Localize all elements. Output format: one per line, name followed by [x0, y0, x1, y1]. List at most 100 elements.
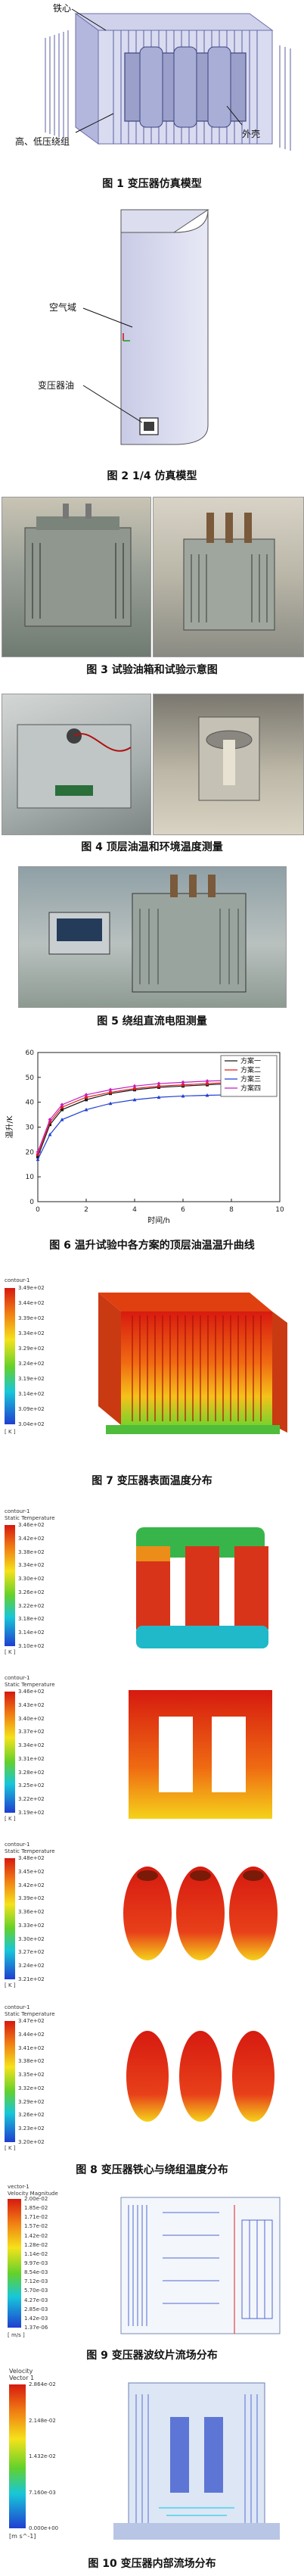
y-axis-label: 温升/K — [5, 1115, 14, 1138]
fig8-colorbar-0-tick-9: 3.10e+02 — [18, 1643, 45, 1649]
fig8-colorbar-3-tick-4: 3.35e+02 — [18, 2072, 45, 2078]
fig8-colorbar-unit-3: [ K ] — [5, 2145, 16, 2151]
fig7-colorbar-tick-4: 3.29e+02 — [18, 1346, 45, 1352]
fig8-colorbar-0-tick-6: 3.22e+02 — [18, 1603, 45, 1609]
fig7-colorbar-tick-6: 3.19e+02 — [18, 1376, 45, 1382]
fig7-colorbar-tick-5: 3.24e+02 — [18, 1361, 45, 1367]
fig8-colorbar-title-2: contour-1 Static Temperature — [5, 1842, 55, 1855]
y-tick-label-3: 30 — [26, 1124, 35, 1132]
fig8-colorbar-2-tick-3: 3.39e+02 — [18, 1895, 45, 1901]
figure-9-caption: 图 9 变压器波纹片流场分布 — [0, 2347, 304, 2362]
fig9-colorbar — [8, 2199, 21, 2328]
x-tick-label-4: 8 — [229, 1206, 234, 1214]
fig7-colorbar-tick-8: 3.09e+02 — [18, 1406, 45, 1412]
corrugated-fin-flow-field — [106, 2190, 295, 2341]
fig9-colorbar-tick-11: 4.27e-03 — [24, 2297, 48, 2303]
x-tick-label-2: 4 — [132, 1206, 137, 1214]
fig7-colorbar-tick-9: 3.04e+02 — [18, 1421, 45, 1427]
fig9-colorbar-tick-13: 1.42e-03 — [24, 2316, 48, 2322]
fig8-colorbar-0-tick-2: 3.38e+02 — [18, 1549, 45, 1555]
fig8-colorbar-1-tick-0: 3.46e+02 — [18, 1689, 45, 1695]
fig7-colorbar-tick-7: 3.14e+02 — [18, 1391, 45, 1397]
y-tick-label-2: 20 — [26, 1149, 35, 1156]
fig9-colorbar-tick-3: 1.57e-02 — [24, 2223, 48, 2229]
photo-dc-resistance-measurement — [18, 866, 287, 1008]
fig8-colorbar-0-tick-5: 3.26e+02 — [18, 1589, 45, 1595]
fig8-colorbar-0-tick-3: 3.34e+02 — [18, 1562, 45, 1568]
fig8-colorbar-title-1: contour-1 Static Temperature — [5, 1675, 55, 1689]
legend-label-4: 方案四 — [240, 1084, 261, 1093]
fig9-colorbar-tick-8: 8.54e-03 — [24, 2269, 48, 2275]
fig9-colorbar-tick-14: 1.37e-06 — [24, 2325, 48, 2331]
series-4-point-4 — [109, 1088, 113, 1092]
fig8-colorbar-2-tick-6: 3.30e+02 — [18, 1936, 45, 1942]
figure-5: 图 5 绕组直流电阻测量 — [0, 865, 304, 1039]
fig9-colorbar-tick-9: 7.12e-03 — [24, 2278, 48, 2284]
fig8-colorbar-2-tick-4: 3.36e+02 — [18, 1909, 45, 1915]
core-temperature-render-frame — [113, 1675, 287, 1826]
fig8-colorbar-1-tick-6: 3.28e+02 — [18, 1770, 45, 1776]
fig9-colorbar-tick-6: 1.14e-02 — [24, 2251, 48, 2257]
fig8-colorbar-1-tick-9: 3.19e+02 — [18, 1810, 45, 1816]
fig10-colorbar-tick-0: 2.864e-02 — [29, 2381, 56, 2387]
figure-9: vector-1 Velocity Magnitude 2.00e-02 1.85… — [0, 2182, 304, 2368]
fig10-colorbar — [9, 2384, 26, 2528]
fig8-colorbar-0-tick-1: 3.42e+02 — [18, 1536, 45, 1542]
fig7-colorbar-tick-3: 3.34e+02 — [18, 1330, 45, 1336]
label-core: 铁心 — [53, 2, 71, 14]
fig9-colorbar-tick-2: 1.71e-02 — [24, 2214, 48, 2220]
figure-3: 图 3 试验油箱和试验示意图 — [0, 494, 304, 691]
fig8-colorbar-1 — [5, 1692, 15, 1813]
series-4-point-5 — [133, 1084, 137, 1088]
fig8-colorbar-title-3: contour-1 Static Temperature — [5, 2004, 55, 2018]
fig9-colorbar-unit: [ m/s ] — [8, 2332, 25, 2338]
winding-temperature-render-b — [113, 2012, 287, 2141]
fig8-colorbar-2-tick-0: 3.48e+02 — [18, 1855, 45, 1861]
label-air-domain: 空气域 — [49, 301, 76, 313]
fig9-colorbar-tick-5: 1.28e-02 — [24, 2242, 48, 2248]
series-4-point-6 — [157, 1081, 161, 1085]
fig8-colorbar-unit-2: [ K ] — [5, 1982, 16, 1988]
fig8-colorbar-3-tick-0: 3.47e+02 — [18, 2018, 45, 2024]
figure-4-caption: 图 4 顶层油温和环境温度测量 — [0, 839, 304, 854]
figure-5-caption: 图 5 绕组直流电阻测量 — [0, 1013, 304, 1028]
fig8-colorbar-2-tick-1: 3.45e+02 — [18, 1869, 45, 1875]
series-4-point-3 — [85, 1093, 88, 1096]
fig9-colorbar-tick-0: 2.00e-02 — [24, 2196, 48, 2202]
fig8-colorbar-title-0: contour-1 Static Temperature — [5, 1508, 55, 1522]
fig8-colorbar-1-tick-4: 3.34e+02 — [18, 1742, 45, 1748]
quarter-model-illustration — [0, 198, 304, 456]
figure-7-caption: 图 7 变压器表面温度分布 — [0, 1473, 304, 1488]
fig9-colorbar-tick-7: 9.97e-03 — [24, 2260, 48, 2266]
legend-label-3: 方案三 — [240, 1074, 261, 1084]
top-oil-temperature-rise-chart: 0 2 4 6 8 100102030405060时间/h温升/K方案一方案二方案三方案四 — [0, 1039, 304, 1232]
fig8-colorbar-2 — [5, 1858, 15, 1979]
figure-2-caption: 图 2 1/4 仿真模型 — [0, 468, 304, 483]
fig8-colorbar-1-tick-3: 3.37e+02 — [18, 1729, 45, 1735]
fig10-colorbar-unit: [m s^-1] — [9, 2533, 36, 2540]
fig8-colorbar-2-tick-5: 3.33e+02 — [18, 1923, 45, 1929]
fig7-colorbar — [5, 1288, 15, 1424]
fig7-colorbar-tick-0: 3.49e+02 — [18, 1285, 45, 1291]
fig8-colorbar-3-tick-6: 3.29e+02 — [18, 2099, 45, 2105]
y-tick-label-0: 0 — [29, 1199, 34, 1206]
winding-temperature-render-a — [113, 1849, 287, 1978]
label-shell: 外壳 — [242, 127, 260, 140]
y-tick-label-6: 60 — [26, 1049, 35, 1057]
y-tick-label-4: 40 — [26, 1099, 35, 1107]
label-transformer-oil: 变压器油 — [38, 379, 74, 391]
fig8-colorbar-1-tick-7: 3.25e+02 — [18, 1782, 45, 1789]
photo-top-oil-temperature — [2, 694, 151, 835]
fig8-colorbar-3-tick-3: 3.38e+02 — [18, 2058, 45, 2064]
fig8-colorbar-2-tick-9: 3.21e+02 — [18, 1976, 45, 1982]
fig9-colorbar-tick-1: 1.85e-02 — [24, 2205, 48, 2211]
figure-1: 铁心 高、低压绕组 外壳 图 1 变压器仿真模型 — [0, 0, 304, 197]
figure-4: 图 4 顶层油温和环境温度测量 — [0, 691, 304, 865]
series-4-point-7 — [181, 1081, 185, 1084]
fig7-colorbar-tick-1: 3.44e+02 — [18, 1300, 45, 1306]
fig8-colorbar-1-tick-5: 3.31e+02 — [18, 1756, 45, 1762]
series-4-point-8 — [206, 1079, 209, 1083]
fig10-colorbar-tick-1: 2.148e-02 — [29, 2418, 56, 2424]
fig8-colorbar-1-tick-2: 3.40e+02 — [18, 1716, 45, 1722]
photo-ambient-temperature — [153, 694, 304, 835]
